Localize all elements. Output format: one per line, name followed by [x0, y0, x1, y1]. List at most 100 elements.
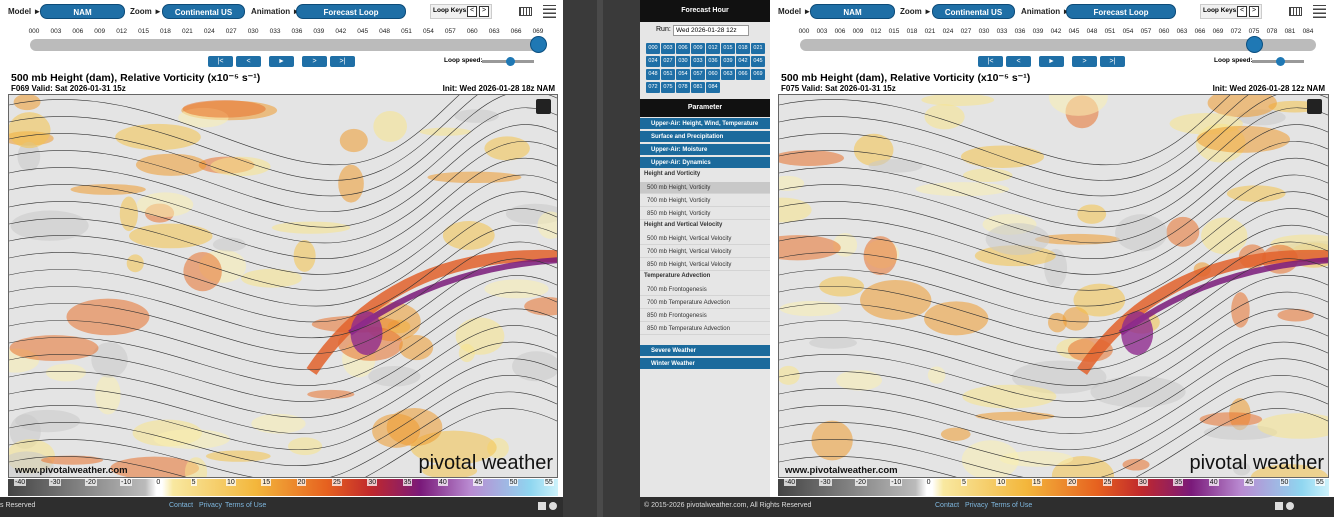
hour-label[interactable]: 033 — [996, 28, 1008, 35]
playback-button[interactable]: |< — [978, 56, 1003, 67]
hour-label[interactable]: 024 — [942, 28, 954, 35]
footer-link[interactable]: Contact — [169, 502, 194, 509]
hour-label[interactable]: 018 — [160, 28, 171, 35]
menu-item[interactable]: 850 mb Height, Vertical Velocity — [640, 259, 770, 271]
footer-link[interactable]: Privacy — [965, 502, 988, 509]
hour-button[interactable]: 084 — [706, 82, 720, 93]
hour-label[interactable]: 072 — [1230, 28, 1242, 35]
hour-button[interactable]: 060 — [706, 69, 720, 80]
hour-label[interactable]: 054 — [422, 28, 434, 35]
hour-label[interactable]: 063 — [1176, 28, 1188, 35]
menu-item[interactable]: 850 mb Height, Vorticity — [640, 208, 770, 220]
hour-label[interactable]: 057 — [444, 28, 456, 35]
hour-label[interactable]: 039 — [1032, 28, 1044, 35]
hour-label[interactable]: 069 — [1212, 28, 1224, 35]
menu-section[interactable]: Severe Weather — [640, 345, 770, 357]
model-select[interactable]: NAM — [810, 4, 895, 19]
hour-button[interactable]: 057 — [691, 69, 705, 80]
hour-label[interactable]: 054 — [1122, 28, 1134, 35]
hour-label[interactable]: 033 — [269, 28, 281, 35]
hour-button[interactable]: 000 — [646, 43, 660, 54]
hour-button[interactable]: 021 — [751, 43, 765, 54]
hour-label[interactable]: 030 — [247, 28, 259, 35]
hour-label[interactable]: 051 — [401, 28, 412, 35]
key-next[interactable]: > — [479, 6, 489, 17]
hour-button[interactable]: 039 — [721, 56, 735, 67]
hour-label[interactable]: 018 — [906, 28, 918, 35]
menu-section[interactable]: Upper-Air: Moisture — [640, 144, 770, 156]
slider-knob[interactable] — [1246, 36, 1263, 53]
menu-item[interactable]: 850 mb Temperature Advection — [640, 323, 770, 335]
playback-button[interactable]: ► — [1039, 56, 1064, 67]
time-slider[interactable] — [800, 39, 1316, 51]
hour-button[interactable]: 051 — [661, 69, 675, 80]
menu-item[interactable]: 700 mb Height, Vertical Velocity — [640, 246, 770, 258]
playback-button[interactable]: |< — [208, 56, 233, 67]
hour-label[interactable]: 063 — [488, 28, 500, 35]
hour-label[interactable]: 045 — [357, 28, 369, 35]
hour-label[interactable]: 066 — [510, 28, 522, 35]
hour-label[interactable]: 051 — [1104, 28, 1116, 35]
hour-button[interactable]: 042 — [736, 56, 750, 67]
hour-button[interactable]: 009 — [691, 43, 705, 54]
key-next[interactable]: > — [1249, 6, 1259, 17]
menu-item[interactable]: 850 mb Frontogenesis — [640, 310, 770, 322]
playback-button[interactable]: > — [1072, 56, 1097, 67]
playback-button[interactable]: >| — [330, 56, 355, 67]
hour-label[interactable]: 036 — [1014, 28, 1026, 35]
twitter-icon[interactable] — [1286, 502, 1294, 510]
hour-button[interactable]: 048 — [646, 69, 660, 80]
hour-label[interactable]: 045 — [1068, 28, 1080, 35]
hour-label[interactable]: 027 — [960, 28, 972, 35]
hour-label[interactable]: 042 — [335, 28, 347, 35]
footer-link[interactable]: Terms of Use — [225, 502, 267, 509]
hour-button[interactable]: 024 — [646, 56, 660, 67]
footer-link[interactable]: Privacy — [199, 502, 222, 509]
facebook-icon[interactable] — [1275, 502, 1283, 510]
menu-section[interactable]: Upper-Air: Dynamics — [640, 157, 770, 169]
hour-label[interactable]: 012 — [870, 28, 882, 35]
hour-label[interactable]: 015 — [138, 28, 149, 35]
hour-label[interactable]: 048 — [379, 28, 391, 35]
hour-button[interactable]: 066 — [736, 69, 750, 80]
hour-label[interactable]: 078 — [1266, 28, 1278, 35]
hour-label[interactable]: 069 — [532, 28, 544, 35]
hour-label[interactable]: 060 — [1158, 28, 1170, 35]
hour-label[interactable]: 003 — [50, 28, 62, 35]
menu-section[interactable]: Winter Weather — [640, 358, 770, 370]
playback-button[interactable]: < — [1006, 56, 1031, 67]
speed-knob[interactable] — [506, 57, 515, 66]
hour-button[interactable]: 018 — [736, 43, 750, 54]
run-select[interactable]: Wed 2026-01-28 12z — [673, 25, 749, 36]
zoom-select[interactable]: Continental US — [162, 4, 245, 19]
hour-button[interactable]: 030 — [676, 56, 690, 67]
hour-label[interactable]: 075 — [1248, 28, 1260, 35]
hour-button[interactable]: 027 — [661, 56, 675, 67]
hour-label[interactable]: 030 — [978, 28, 990, 35]
hour-button[interactable]: 081 — [691, 82, 705, 93]
menu-item[interactable]: 700 mb Temperature Advection — [640, 297, 770, 309]
footer-link[interactable]: Contact — [935, 502, 960, 509]
hour-label[interactable]: 015 — [888, 28, 900, 35]
key-prev[interactable]: < — [467, 6, 477, 17]
hour-label[interactable]: 009 — [94, 28, 106, 35]
speed-knob[interactable] — [1276, 57, 1285, 66]
animation-select[interactable]: Forecast Loop — [1066, 4, 1176, 19]
time-slider[interactable] — [30, 39, 546, 51]
settings-icon[interactable] — [1313, 5, 1326, 18]
slider-knob[interactable] — [530, 36, 547, 53]
hour-button[interactable]: 045 — [751, 56, 765, 67]
hour-label[interactable]: 066 — [1194, 28, 1206, 35]
hour-label[interactable]: 036 — [291, 28, 303, 35]
hour-button[interactable]: 015 — [721, 43, 735, 54]
hour-label[interactable]: 081 — [1284, 28, 1296, 35]
hour-label[interactable]: 003 — [816, 28, 828, 35]
animation-select[interactable]: Forecast Loop — [296, 4, 406, 19]
model-select[interactable]: NAM — [40, 4, 125, 19]
facebook-icon[interactable] — [538, 502, 546, 510]
playback-button[interactable]: > — [302, 56, 327, 67]
share-icon[interactable] — [1307, 99, 1322, 114]
menu-section[interactable]: Upper-Air: Height, Wind, Temperature — [640, 118, 770, 130]
hour-label[interactable]: 084 — [1302, 28, 1314, 35]
playback-button[interactable]: < — [236, 56, 261, 67]
